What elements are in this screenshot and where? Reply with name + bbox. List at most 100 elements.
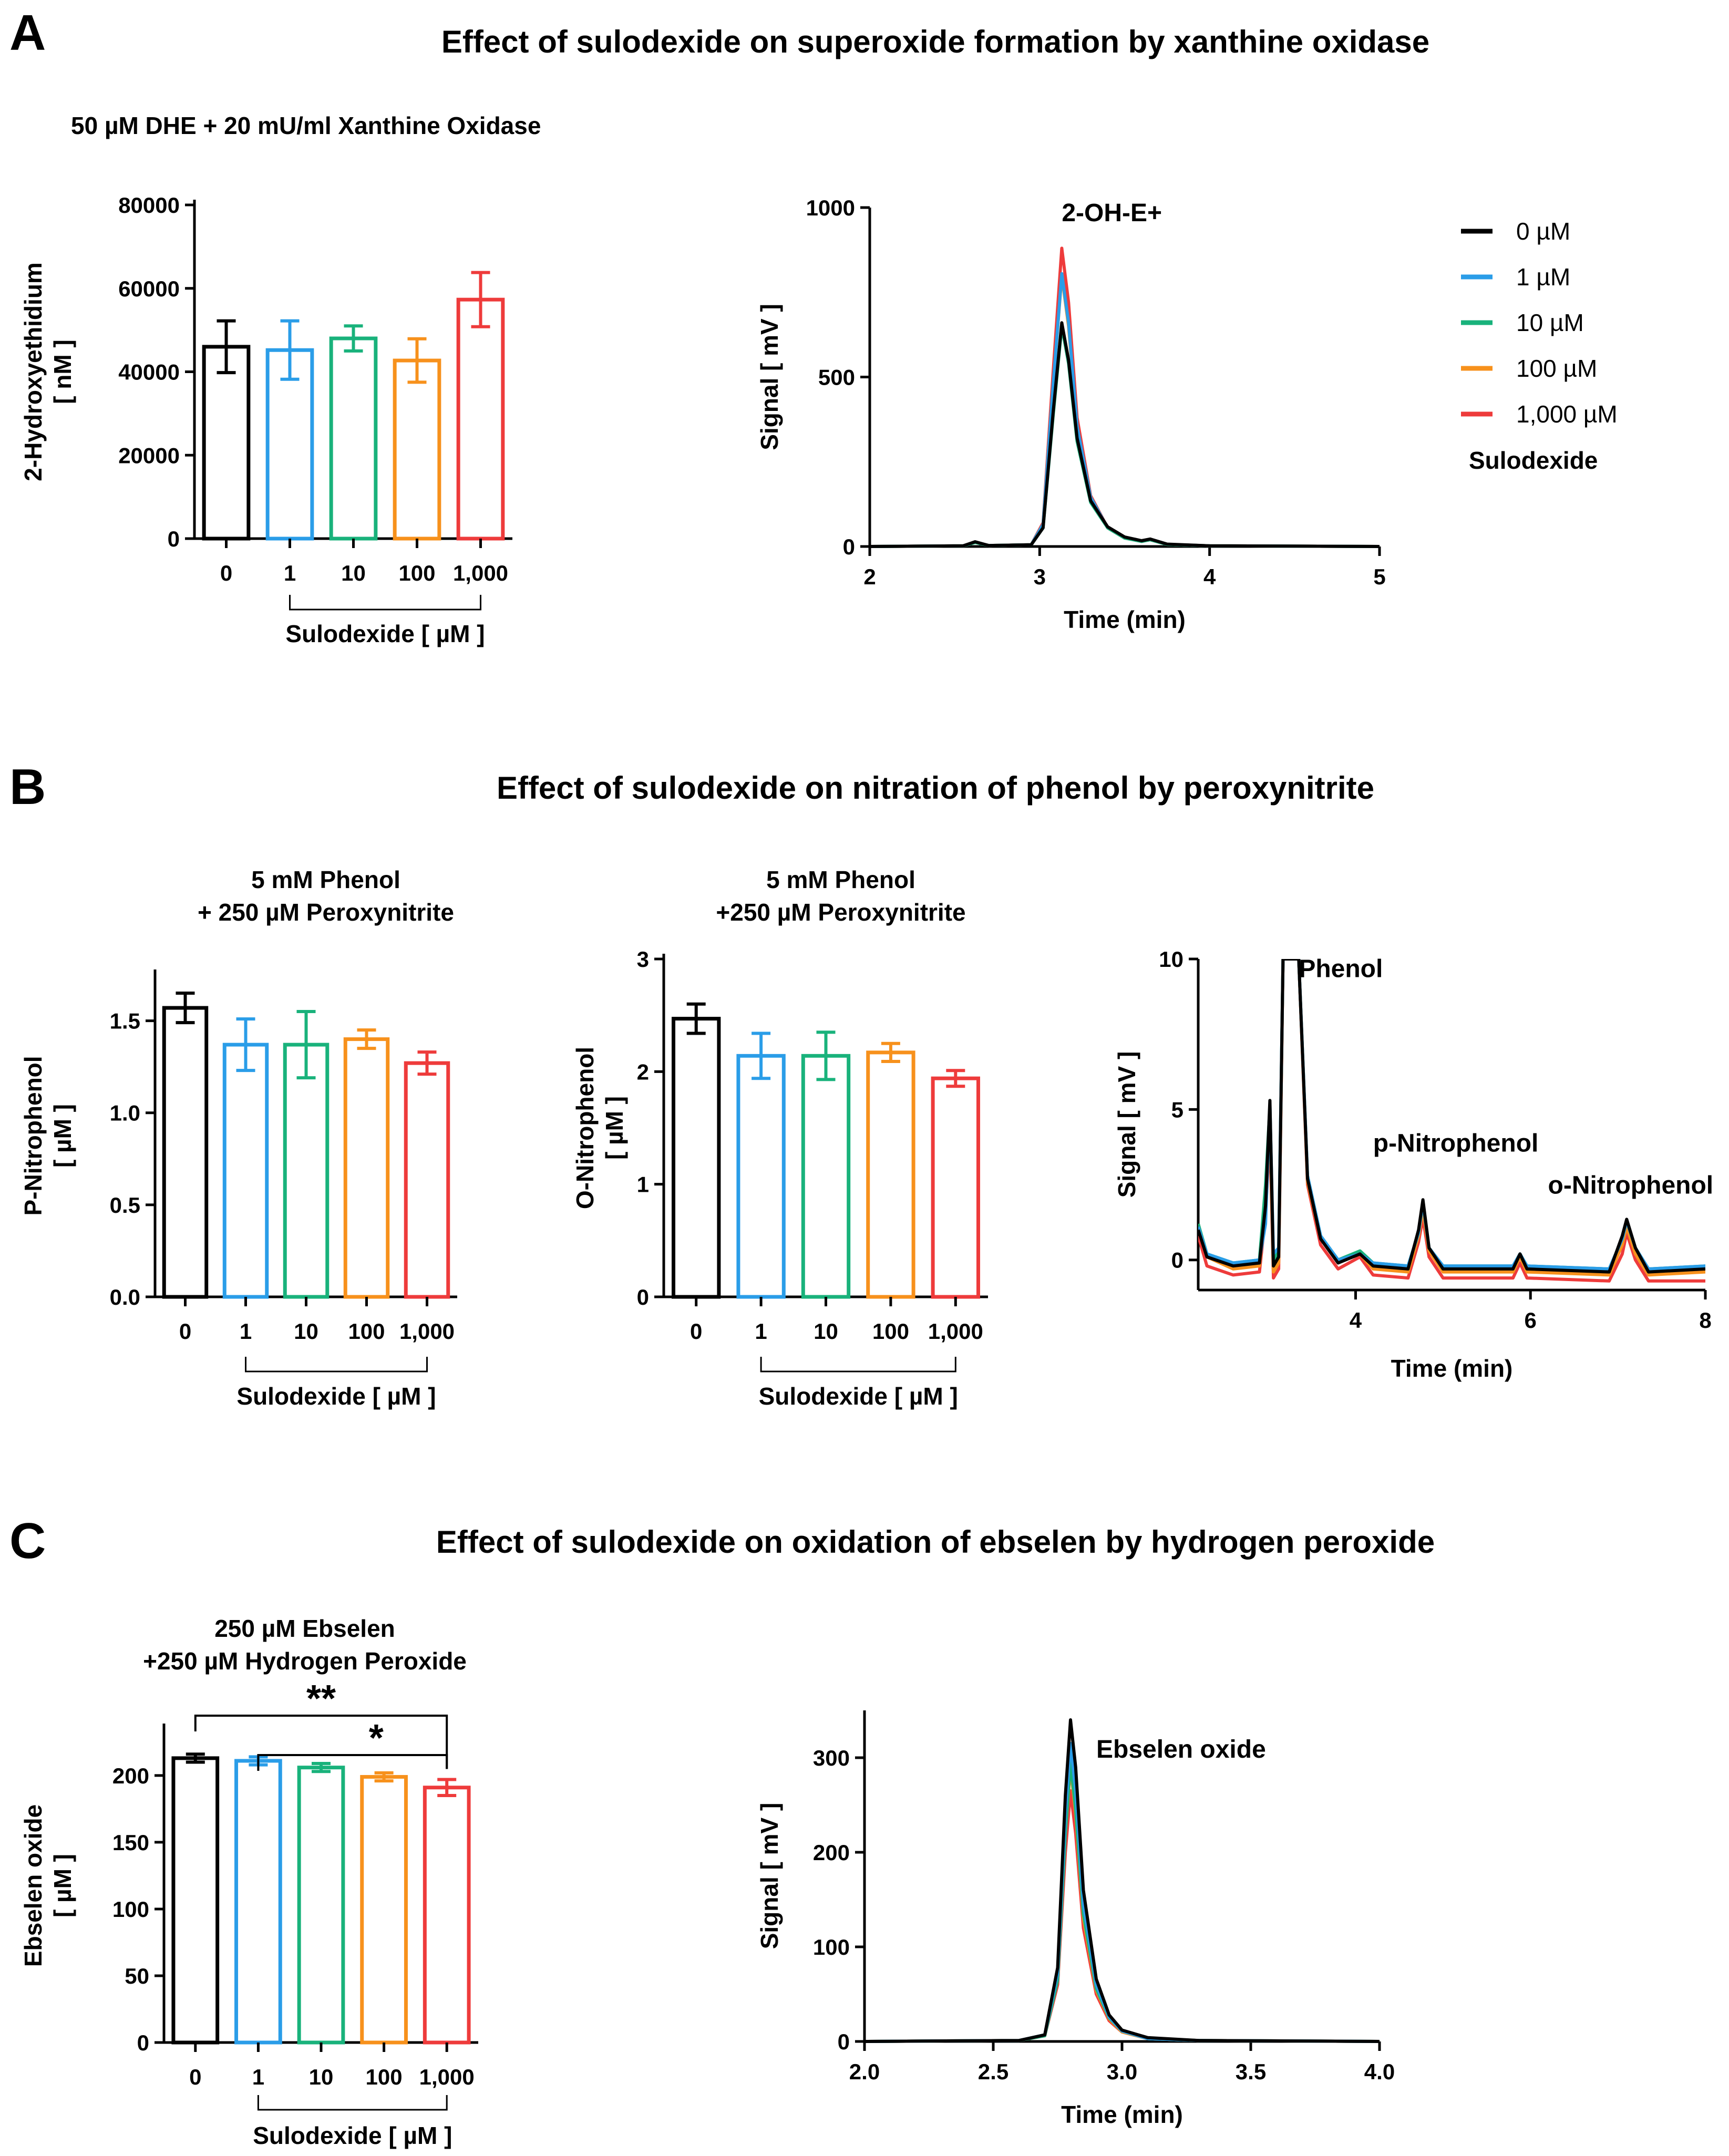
x-axis-label: Time (min) [1061,2101,1183,2128]
y-tick-label: 5 [1171,1097,1183,1122]
chart-b-o-nitrophenol-bar: 5 mM Phenol +250 µM Peroxynitrite 0 1 2 3 0 1 10… [571,866,988,1410]
x-group-bracket [289,595,481,611]
chart-subtitle: 50 µM DHE + 20 mU/ml Xanthine Oxidase [71,112,541,139]
bar-3 [360,1775,408,2045]
bar-2 [801,1054,851,1299]
x-tick-label: 1 [252,2065,264,2089]
peak-annotation: o-Nitrophenol [1548,1172,1714,1200]
x-tick-label: 100 [348,1319,385,1344]
significance-bracket [257,1754,448,1771]
y-axis-label: Signal [ mV ] [756,304,783,450]
significance-bracket [194,1715,448,1769]
y-tick-label: 50 [125,1964,149,1988]
x-axis-label: Time (min) [1391,1355,1513,1382]
legend-title: Sulodexide [1469,447,1598,474]
series-line-c1 [865,1742,1380,2043]
panel-b-title: Effect of sulodexide on nitration of phe… [497,770,1374,806]
peak-annotation: 2-OH-E+ [1062,199,1162,227]
x-tick-label: 6 [1525,1308,1537,1333]
x-tick-label: 2.0 [849,2059,880,2084]
x-axis-label: Sulodexide [ µM ] [759,1383,958,1410]
x-tick-label: 4 [1350,1308,1362,1333]
legend-entry-1: 1 µM [1461,263,1570,291]
bar-3 [343,1037,390,1299]
x-tick-label: 0 [189,2065,201,2089]
panel-a-label: A [9,5,46,61]
y-axis-label-line: [ µM ] [601,1096,628,1160]
x-tick-label: 10 [309,2065,334,2089]
bar-3 [866,1050,915,1299]
chart-c-chromatogram: 0 100 200 300 2.0 2.5 3.0 3.5 4.0 Ebselen oxide Ti… [756,1710,1395,2128]
x-tick-label: 0 [690,1319,702,1344]
series-group [870,246,1380,548]
bar-4 [456,297,505,541]
legend-entry-3: 100 µM [1461,355,1597,382]
x-tick-label: 5 [1373,564,1385,589]
chart-subtitle: 5 mM Phenol [766,866,915,893]
y-tick-label: 40000 [118,360,180,385]
x-group-bracket [245,1357,428,1373]
bar-4 [931,1076,980,1299]
panel-c-label: C [9,1513,46,1569]
series-line-c100 [865,1766,1380,2043]
x-group-bracket [760,1357,956,1373]
x-tick-label: 0 [179,1319,191,1344]
y-tick-label: 0 [838,2029,850,2054]
y-axis-label-line: 2-Hydroxyethidium [19,262,47,481]
significance-label: ** [306,1678,336,1720]
chart-subtitle: 5 mM Phenol [251,866,400,893]
x-tick-label: 1 [755,1319,767,1344]
x-axis-label: Sulodexide [ µM ] [285,620,485,647]
series-line-c0 [865,1718,1380,2043]
legend: 0 µM 1 µM 10 µM 100 µM 1,000 µM Sulodexi… [1461,218,1618,474]
y-axis-label: Signal [ mV ] [756,1803,783,1949]
x-tick-label: 1 [284,561,296,585]
legend-label-4: 1,000 µM [1516,400,1618,428]
x-tick-label: 3.0 [1107,2059,1137,2084]
x-tick-label: 1,000 [453,561,508,585]
y-axis-label-line: P-Nitrophenol [19,1056,47,1215]
x-tick-label: 100 [872,1319,909,1344]
y-tick-label: 3 [637,947,649,972]
bar-0 [162,1006,209,1299]
y-tick-label: 100 [813,1935,850,1959]
legend-entry-2: 10 µM [1461,309,1584,336]
chart-c-bar: 250 µM Ebselen +250 µM Hydrogen Peroxide 0… [19,1615,478,2149]
y-tick-label: 500 [818,365,855,390]
x-tick-label: 8 [1699,1308,1711,1333]
series-line-c1 [870,272,1380,548]
series-line-c1000 [870,246,1380,548]
y-tick-label: 100 [112,1897,149,1922]
y-tick-label: 1.0 [110,1101,140,1126]
x-tick-label: 100 [398,561,435,585]
x-tick-label: 1,000 [399,1319,455,1344]
x-group-bracket [257,2095,448,2111]
y-axis-label-line: Ebselen oxide [19,1804,47,1967]
chart-subtitle: +250 µM Hydrogen Peroxide [143,1647,467,1675]
legend-entry-0: 0 µM [1461,218,1570,245]
bar-1 [736,1054,786,1299]
series-line-c0 [870,321,1380,548]
chart-b-p-nitrophenol-bar: 5 mM Phenol + 250 µM Peroxynitrite 0.0 0.5 1… [19,866,457,1410]
y-tick-label: 0.0 [110,1285,140,1309]
bar-0 [672,1017,721,1299]
x-tick-label: 100 [366,2065,403,2089]
y-tick-label: 200 [112,1763,149,1788]
legend-entry-4: 1,000 µM [1461,400,1618,428]
x-tick-label: 1,000 [928,1319,983,1344]
chart-b-chromatogram: 0 5 10 4 6 8 Phenol p-Nitrophenol o-Nitrophenol T… [1113,947,1713,1382]
peak-annotation: Phenol [1299,955,1383,983]
chart-subtitle: + 250 µM Peroxynitrite [198,899,454,926]
x-tick-label: 10 [294,1319,318,1344]
x-tick-label: 0 [220,561,232,585]
panel-c-title: Effect of sulodexide on oxidation of ebs… [436,1524,1435,1560]
significance-label: * [369,1717,384,1759]
x-tick-label: 10 [814,1319,838,1344]
y-axis-label-line: O-Nitrophenol [571,1047,599,1209]
series-line-c10 [870,324,1380,548]
x-axis-label: Time (min) [1064,606,1186,633]
y-axis-label: Signal [ mV ] [1113,1051,1140,1198]
y-tick-label: 0 [1171,1248,1183,1273]
y-tick-label: 150 [112,1830,149,1855]
